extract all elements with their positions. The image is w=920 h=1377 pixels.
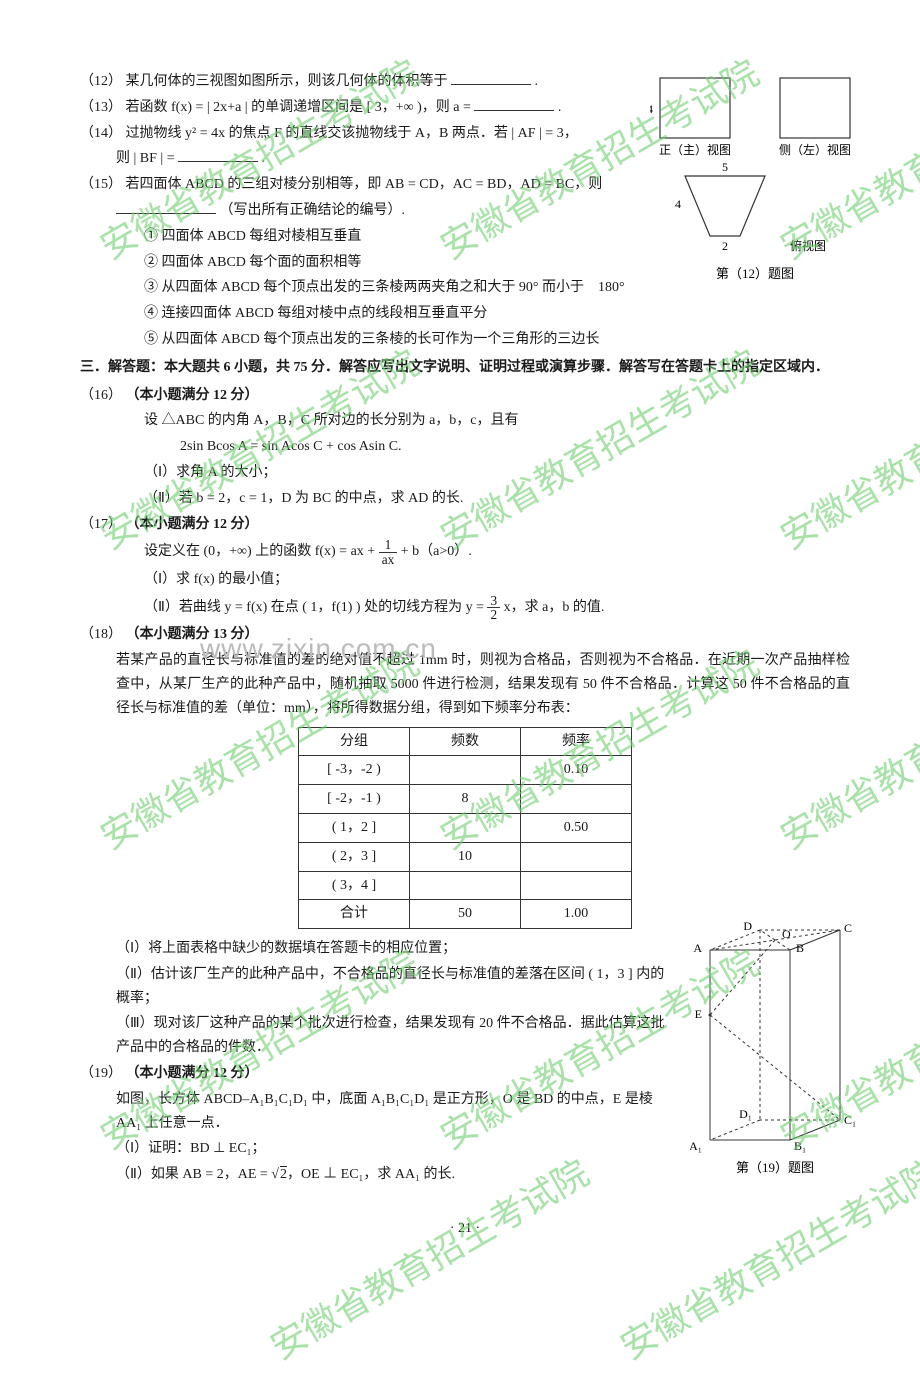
table-row: [ -3，-2 ) 0.10 — [299, 756, 632, 785]
fraction-3-over-2: 32 — [487, 594, 500, 622]
question-19-head: （19） （本小题满分 12 分） — [80, 1062, 850, 1086]
q18-part2: （Ⅱ）估计该厂生产的此种产品中，不合格品的直径长与标准值的差落在区间 ( 1，3… — [80, 963, 850, 1011]
fraction-1-over-ax: 1ax — [379, 538, 398, 566]
cell: 10 — [410, 842, 521, 871]
q17-p2b: x，求 a，b 的值. — [500, 600, 604, 615]
q19-line1: 如图，长方体 ABCD–A₁B₁C₁D₁ 中，底面 A₁B₁C₁D₁ 是正方形，… — [80, 1088, 850, 1136]
blank — [178, 147, 258, 162]
question-15: （15） 若四面体 ABCD 的三组对棱分别相等，即 AB = CD，AC = … — [80, 173, 850, 197]
page-number: · 21 · — [80, 1217, 850, 1241]
question-14: （14） 过抛物线 y² = 4x 的焦点 F 的直线交该抛物线于 A，B 两点… — [80, 122, 850, 146]
q18-para: 若某产品的直径长与标准值的差的绝对值不超过 1mm 时，则视为合格品，否则视为不… — [80, 649, 850, 720]
q13-text: 若函数 f(x) = | 2x+a | 的单调递增区间是 [ 3，+∞ )，则 … — [126, 100, 471, 115]
cell — [410, 871, 521, 900]
col-count: 频数 — [410, 727, 521, 756]
question-17-head: （17） （本小题满分 12 分） — [80, 513, 850, 537]
q19-part1: （Ⅰ）证明：BD ⊥ EC₁； — [80, 1137, 850, 1161]
q16-num: （16） — [80, 388, 122, 403]
table-row: ( 1，2 ] 0.50 — [299, 813, 632, 842]
q16-line2: 2sin Bcos A = sin Acos C + cos Asin C. — [80, 435, 850, 459]
cell: 0.10 — [521, 756, 632, 785]
q14-line1: 过抛物线 y² = 4x 的焦点 F 的直线交该抛物线于 A，B 两点．若 | … — [126, 126, 578, 141]
q15-opt-3: ③ 从四面体 ABCD 每个顶点出发的三条棱两两夹角之和大于 90° 而小于 1… — [80, 276, 850, 300]
q16-part2: （Ⅱ）若 b = 2，c = 1，D 为 BC 的中点，求 AD 的长. — [80, 487, 850, 511]
q19-num: （19） — [80, 1066, 122, 1081]
q15-line2: （写出所有正确结论的编号）. — [220, 203, 406, 218]
q18-num: （18） — [80, 627, 122, 642]
cell: 合计 — [299, 900, 410, 929]
q16-head: （本小题满分 12 分） — [126, 388, 259, 403]
cell — [410, 756, 521, 785]
cell — [521, 785, 632, 814]
q17-num: （17） — [80, 517, 122, 532]
q19-part2: （Ⅱ）如果 AB = 2，AE = √2，OE ⊥ EC₁，求 AA₁ 的长. — [80, 1163, 850, 1187]
freq-table: 分组 频数 频率 [ -3，-2 ) 0.10 [ -2，-1 ) 8 ( 1，… — [298, 727, 632, 930]
q13-tail: . — [558, 100, 562, 115]
cell: 1.00 — [521, 900, 632, 929]
table-row: ( 3，4 ] — [299, 871, 632, 900]
question-13: （13） 若函数 f(x) = | 2x+a | 的单调递增区间是 [ 3，+∞… — [80, 96, 850, 120]
frac-den: ax — [379, 553, 398, 566]
cell: 8 — [410, 785, 521, 814]
question-15-line2: （写出所有正确结论的编号）. — [80, 199, 850, 223]
question-16-head: （16） （本小题满分 12 分） — [80, 384, 850, 408]
cell: 0.50 — [521, 813, 632, 842]
cell — [521, 871, 632, 900]
q18-part3: （Ⅲ）现对该厂这种产品的某个批次进行检查，结果发现有 20 件不合格品．据此估算… — [80, 1012, 850, 1060]
col-group: 分组 — [299, 727, 410, 756]
cell: ( 1，2 ] — [299, 813, 410, 842]
q17-part2: （Ⅱ）若曲线 y = f(x) 在点 ( 1，f(1) ) 处的切线方程为 y … — [80, 594, 850, 622]
q15-num: （15） — [80, 177, 122, 192]
question-14-line2: 则 | BF | = . — [80, 147, 850, 171]
question-12: （12） 某几何体的三视图如图所示，则该几何体的体积等于 . — [80, 70, 850, 94]
q17-head: （本小题满分 12 分） — [126, 517, 259, 532]
q15-line1: 若四面体 ABCD 的三组对棱分别相等，即 AB = CD，AC = BD，AD… — [126, 177, 603, 192]
cell: 50 — [410, 900, 521, 929]
q15-opt-2: ② 四面体 ABCD 每个面的面积相等 — [80, 251, 850, 275]
q19-head: （本小题满分 12 分） — [126, 1066, 259, 1081]
q14-num: （14） — [80, 126, 122, 141]
q14-line2a: 则 | BF | = — [116, 151, 175, 166]
q17-part1: （Ⅰ）求 f(x) 的最小值； — [80, 568, 850, 592]
q14-line2b: . — [262, 151, 266, 166]
section-3-head: 三．解答题：本大题共 6 小题，共 75 分．解答应写出文字说明、证明过程或演算… — [80, 356, 850, 380]
q13-num: （13） — [80, 100, 122, 115]
q15-opt-4: ④ 连接四面体 ABCD 每组对棱中点的线段相互垂直平分 — [80, 302, 850, 326]
table-row: ( 2，3 ] 10 — [299, 842, 632, 871]
q16-part1: （Ⅰ）求角 A 的大小； — [80, 461, 850, 485]
q17-l1a: 设定义在 (0，+∞) 上的函数 f(x) = ax + — [144, 544, 379, 559]
table-row: 分组 频数 频率 — [299, 727, 632, 756]
q19-p2b: ，OE ⊥ EC₁，求 AA₁ 的长. — [287, 1167, 455, 1182]
cell: [ -2，-1 ) — [299, 785, 410, 814]
frac-num: 1 — [379, 538, 398, 552]
col-freq: 频率 — [521, 727, 632, 756]
blank — [116, 199, 216, 214]
q17-line1: 设定义在 (0，+∞) 上的函数 f(x) = ax + 1ax + b（a>0… — [80, 538, 850, 566]
q17-l1b: + b（a>0）. — [397, 544, 472, 559]
question-18-head: （18） （本小题满分 13 分） — [80, 623, 850, 647]
q12-tail: . — [535, 74, 539, 89]
blank — [451, 70, 531, 85]
q18-head: （本小题满分 13 分） — [126, 627, 259, 642]
cell — [521, 842, 632, 871]
q18-part1: （Ⅰ）将上面表格中缺少的数据填在答题卡的相应位置； — [80, 937, 850, 961]
blank — [474, 96, 554, 111]
cell: ( 3，4 ] — [299, 871, 410, 900]
q12-text: 某几何体的三视图如图所示，则该几何体的体积等于 — [126, 74, 448, 89]
q12-num: （12） — [80, 74, 122, 89]
cell: [ -3，-2 ) — [299, 756, 410, 785]
frac-num: 3 — [487, 594, 500, 608]
cell: ( 2，3 ] — [299, 842, 410, 871]
table-row: 合计 50 1.00 — [299, 900, 632, 929]
q15-opt-1: ① 四面体 ABCD 每组对棱相互垂直 — [80, 225, 850, 249]
sqrt-2: 2 — [279, 1167, 287, 1182]
frac-den: 2 — [487, 608, 500, 621]
cell — [410, 813, 521, 842]
q19-p2a: （Ⅱ）如果 AB = 2，AE = — [116, 1167, 271, 1182]
q17-p2a: （Ⅱ）若曲线 y = f(x) 在点 ( 1，f(1) ) 处的切线方程为 y … — [144, 600, 487, 615]
table-row: [ -2，-1 ) 8 — [299, 785, 632, 814]
q15-opt-5: ⑤ 从四面体 ABCD 每个顶点出发的三条棱的长可作为一个三角形的三边长 — [80, 328, 850, 352]
q16-line1: 设 △ABC 的内角 A，B，C 所对边的长分别为 a，b，c，且有 — [80, 409, 850, 433]
